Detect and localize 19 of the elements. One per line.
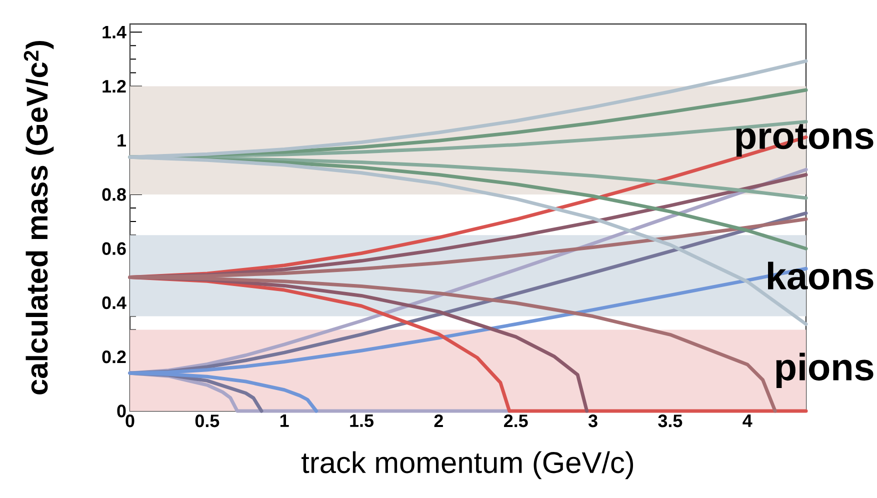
x-axis-title: track momentum (GeV/c)	[302, 451, 634, 480]
x-tick-label: 2	[434, 414, 443, 428]
x-tick-label: 1.5	[350, 414, 374, 428]
x-tick-label: 3	[588, 414, 598, 428]
x-tick-label: 0.5	[195, 414, 220, 428]
y-tick-label: 1.4	[102, 26, 126, 38]
y-tick-label: 1.2	[102, 80, 126, 92]
x-tick-label: 4	[742, 414, 752, 427]
x-tick-label: 3.5	[658, 414, 682, 428]
y-tick-label: 1	[118, 134, 126, 147]
y-tick-label: 0.8	[102, 188, 126, 201]
y-tick-label: 0	[117, 404, 126, 418]
y-tick-label: 0.2	[102, 350, 126, 364]
y-tick-label: 0.6	[102, 242, 126, 255]
x-tick-label: 0	[126, 414, 134, 428]
y-axis-title: calculated mass (GeV/c$^{2}$)	[24, 40, 54, 394]
x-tick-label: 2.5	[504, 414, 528, 428]
y-tick-label: 0.4	[102, 296, 126, 310]
x-tick-label: 1	[280, 414, 289, 427]
